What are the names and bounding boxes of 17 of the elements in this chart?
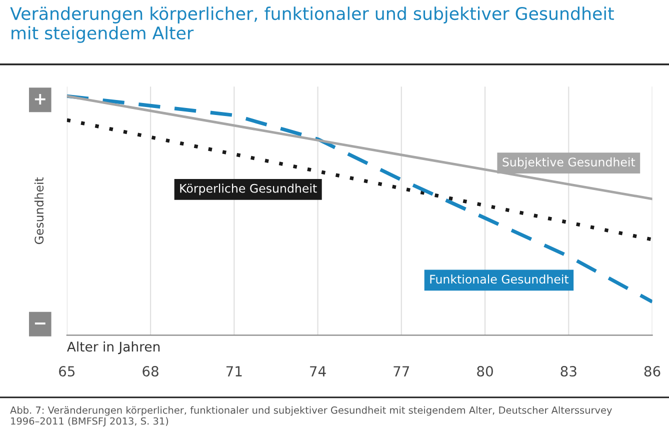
series-label: Funktionale Gesundheit xyxy=(430,274,569,284)
chart-title: Veränderungen körperlicher, funktionaler und subjektiver Gesundheit mit steigendem Alter xyxy=(10,6,614,43)
x-tick-label: 77 xyxy=(394,366,410,376)
y-axis-title: Gesundheit xyxy=(34,177,44,244)
caption: Abb. 7: Veränderungen körperlicher, funktionaler und subjektiver Gesundheit mit steigendem Alter, Deutscher Alterssurvey 1996–2011 (BMFSFJ 2013, S. 31) xyxy=(10,406,612,426)
x-tick-label: 83 xyxy=(560,366,576,377)
x-tick-label: 74 xyxy=(310,366,326,376)
text: − xyxy=(34,322,46,324)
text: + xyxy=(34,94,46,104)
x-tick-label: 68 xyxy=(142,366,158,377)
x-tick-label: 65 xyxy=(59,366,75,377)
series-label: Subjektive Gesundheit xyxy=(502,157,636,169)
series-label: Körperliche Gesundheit xyxy=(180,184,317,196)
x-tick-label: 86 xyxy=(644,366,660,377)
x-tick-label: 80 xyxy=(477,366,493,377)
x-axis-title: Alter in Jahren xyxy=(67,341,160,354)
x-tick-label: 71 xyxy=(226,366,242,376)
